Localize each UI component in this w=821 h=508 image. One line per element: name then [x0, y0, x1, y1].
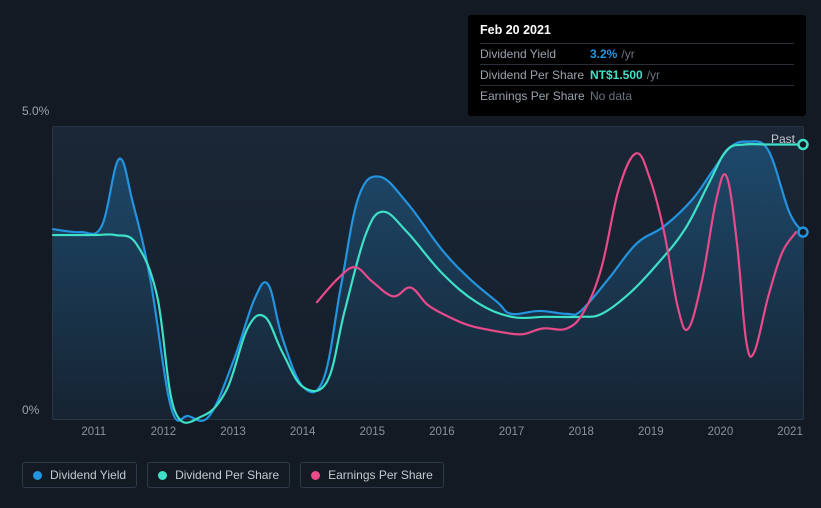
- legend: Dividend Yield Dividend Per Share Earnings…: [22, 462, 444, 488]
- x-tick-label: 2016: [429, 426, 455, 438]
- x-tick-label: 2015: [359, 426, 385, 438]
- hover-tooltip: Feb 20 2021 Dividend Yield3.2%/yrDividen…: [468, 15, 806, 116]
- tooltip-row: Dividend Per ShareNT$1.500/yr: [480, 64, 794, 85]
- tooltip-row-value: 3.2%: [590, 47, 617, 61]
- legend-item-label: Dividend Per Share: [175, 468, 279, 482]
- x-tick-label: 2018: [568, 426, 594, 438]
- chart-plot-area[interactable]: Past: [52, 126, 804, 420]
- tooltip-row: Earnings Per ShareNo data: [480, 85, 794, 106]
- legend-item-label: Earnings Per Share: [328, 468, 433, 482]
- tooltip-row-value: NT$1.500: [590, 68, 643, 82]
- past-label: Past: [771, 132, 795, 146]
- y-axis-min-label: 0%: [22, 403, 39, 417]
- x-tick-label: 2021: [777, 426, 803, 438]
- x-tick-label: 2017: [499, 426, 525, 438]
- tooltip-row-nodata: No data: [590, 89, 632, 103]
- legend-dot-icon: [311, 471, 320, 480]
- tooltip-row-label: Earnings Per Share: [480, 89, 590, 103]
- x-tick-label: 2011: [81, 426, 106, 438]
- tooltip-row-suffix: /yr: [621, 47, 634, 61]
- legend-item[interactable]: Earnings Per Share: [300, 462, 444, 488]
- legend-item[interactable]: Dividend Yield: [22, 462, 137, 488]
- y-axis-max-label: 5.0%: [22, 104, 49, 118]
- legend-item-label: Dividend Yield: [50, 468, 126, 482]
- x-tick-label: 2014: [290, 426, 316, 438]
- tooltip-row-label: Dividend Yield: [480, 47, 590, 61]
- legend-item[interactable]: Dividend Per Share: [147, 462, 290, 488]
- tooltip-row: Dividend Yield3.2% /yr: [480, 43, 794, 64]
- x-tick-label: 2020: [708, 426, 734, 438]
- x-axis: 2011 2012 2013 2014 2015 2016 2017 2018 2019 2020…: [52, 426, 804, 446]
- x-tick-label: 2012: [151, 426, 177, 438]
- tooltip-row-suffix: /yr: [647, 68, 660, 82]
- legend-dot-icon: [158, 471, 167, 480]
- chart-svg: [53, 127, 803, 419]
- x-tick-label: 2013: [220, 426, 246, 438]
- legend-dot-icon: [33, 471, 42, 480]
- tooltip-row-label: Dividend Per Share: [480, 68, 590, 82]
- tooltip-date: Feb 20 2021: [480, 23, 794, 37]
- x-tick-label: 2019: [638, 426, 664, 438]
